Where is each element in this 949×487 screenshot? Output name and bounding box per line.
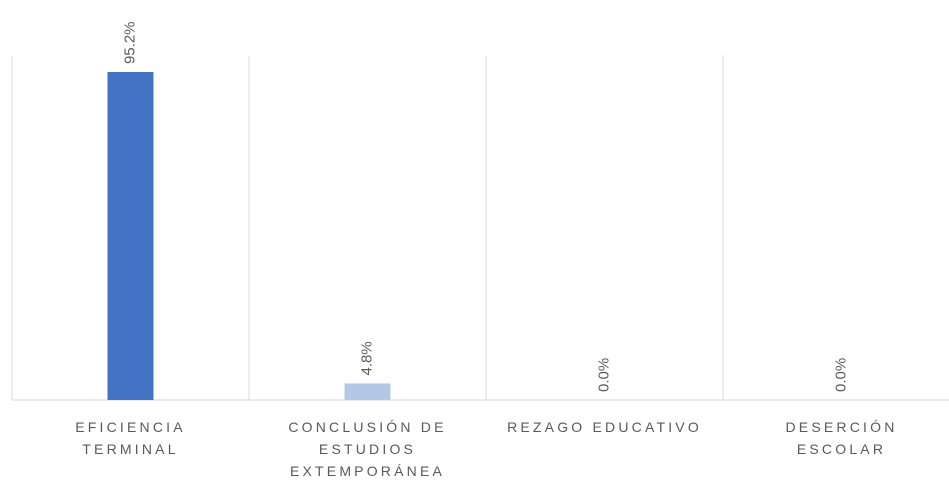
x-tick-label: REZAGO EDUCATIVO xyxy=(507,419,702,435)
value-label: 0.0% xyxy=(595,358,612,392)
value-label: 4.8% xyxy=(358,341,375,375)
value-label: 95.2% xyxy=(121,21,138,64)
bar xyxy=(107,72,154,400)
value-label: 0.0% xyxy=(832,358,849,392)
x-tick-label: DESERCIÓN ESCOLAR xyxy=(785,419,898,457)
x-tick-label: CONCLUSIÓN DE ESTUDIOS EXTEMPORÁNEA xyxy=(288,419,447,479)
bar xyxy=(344,383,391,400)
x-tick-label: EFICIENCIA TERMINAL xyxy=(75,419,186,457)
